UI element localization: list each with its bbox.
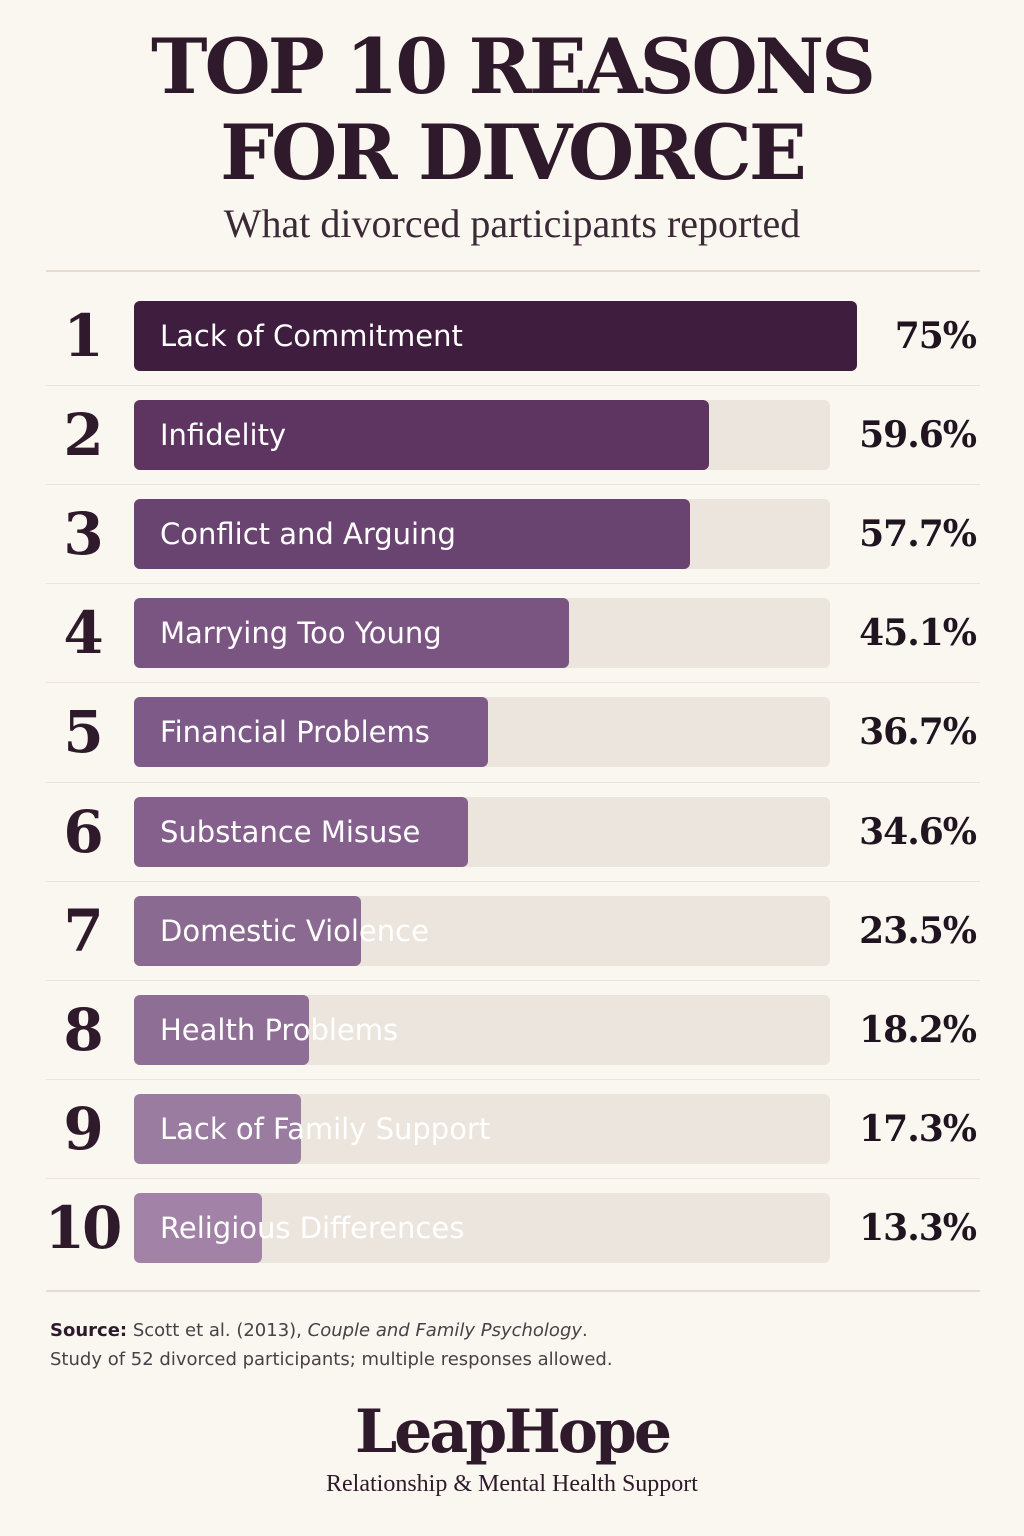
bar [134, 400, 709, 470]
rank-number: 7 [63, 897, 103, 965]
source-note: Source: Scott et al. (2013), Couple and … [50, 1316, 950, 1374]
source-text: Scott et al. (2013), [127, 1320, 308, 1341]
brand-tagline: Relationship & Mental Health Support [326, 1471, 698, 1497]
title-line-1: TOP 10 REASONS [150, 22, 876, 111]
value-label: 13.3% [859, 1207, 977, 1249]
bar [134, 896, 361, 966]
bar-label: Religious Differences [160, 1211, 465, 1245]
rank-number: 3 [63, 500, 103, 568]
row-separator [46, 583, 980, 584]
bar-label: Marrying Too Young [160, 616, 442, 650]
bar [134, 697, 488, 767]
value-label: 75% [894, 315, 977, 357]
row-separator [46, 980, 980, 981]
row-separator [46, 682, 980, 683]
bar [134, 499, 690, 569]
value-label: 57.7% [859, 513, 977, 555]
bar-label: Conflict and Arguing [160, 517, 456, 551]
value-label: 23.5% [859, 910, 977, 952]
bar-label: Lack of Family Support [160, 1112, 491, 1146]
rank-number: 8 [63, 996, 103, 1064]
row-separator [46, 385, 980, 386]
value-label: 17.3% [859, 1108, 977, 1150]
bar [134, 995, 309, 1065]
bar [134, 301, 857, 371]
bar-label: Financial Problems [160, 715, 430, 749]
source-study-note: Study of 52 divorced participants; multi… [50, 1349, 613, 1370]
bar-label: Substance Misuse [160, 815, 421, 849]
value-label: 36.7% [859, 711, 977, 753]
rank-number: 6 [63, 798, 103, 866]
rank-number: 5 [63, 698, 103, 766]
bottom-divider [46, 1290, 980, 1292]
top-divider [46, 270, 980, 272]
rank-number: 2 [63, 401, 103, 469]
bar [134, 1094, 301, 1164]
value-label: 18.2% [859, 1009, 977, 1051]
value-label: 45.1% [859, 612, 977, 654]
bar [134, 797, 468, 867]
source-end: . [582, 1320, 588, 1341]
bar-label: Health Problems [160, 1013, 399, 1047]
page-title: TOP 10 REASONS FOR DIVORCE [0, 24, 1024, 196]
bar [134, 1193, 262, 1263]
row-separator [46, 881, 980, 882]
row-separator [46, 1178, 980, 1179]
title-line-2: FOR DIVORCE [220, 108, 807, 197]
row-separator [46, 1079, 980, 1080]
brand-logo: LeapHope [354, 1397, 672, 1467]
page-subtitle: What divorced participants reported [223, 201, 801, 246]
value-label: 59.6% [859, 414, 977, 456]
source-label: Source: [50, 1320, 128, 1341]
row-separator [46, 782, 980, 783]
rank-number: 1 [63, 302, 103, 370]
bar [134, 598, 569, 668]
bar-label: Lack of Commitment [160, 319, 463, 353]
rank-number: 4 [63, 599, 103, 667]
bar-label: Domestic Violence [160, 914, 429, 948]
rank-number: 9 [63, 1095, 103, 1163]
bar-label: Infidelity [160, 418, 287, 452]
source-journal: Couple and Family Psychology [307, 1320, 583, 1341]
value-label: 34.6% [859, 811, 977, 853]
row-separator [46, 484, 980, 485]
rank-number: 10 [44, 1194, 123, 1262]
